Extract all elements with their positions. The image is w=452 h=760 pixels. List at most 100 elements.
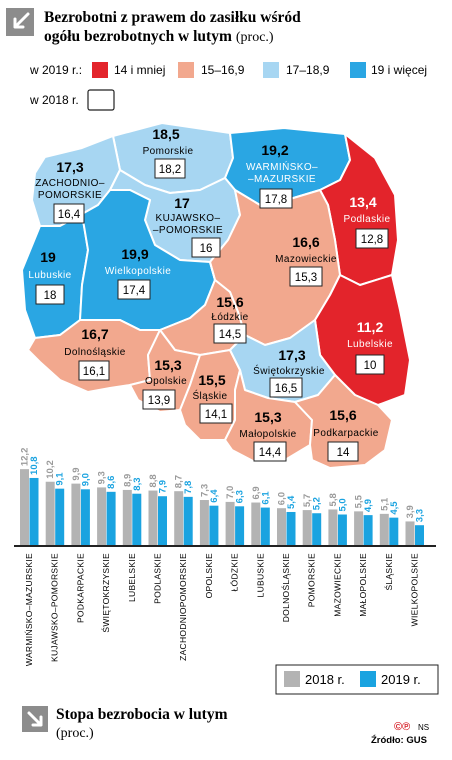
region-name: Dolnośląskie <box>64 347 126 358</box>
region-name: WARMIŃSKO– –MAZURSKIE <box>246 160 318 185</box>
bar-2019 <box>337 514 347 546</box>
legend-swatch-2 <box>178 62 194 78</box>
category-label: ŚWIĘTOKRZYSKIE <box>100 553 111 633</box>
value-2018: 16,4 <box>58 209 81 221</box>
bar-value-label: 5,8 <box>328 493 339 506</box>
category-label: ZACHODNIOPOMORSKIE <box>178 553 188 661</box>
value-2018: 13,9 <box>148 395 170 407</box>
bar-2019 <box>80 489 90 546</box>
map-title-line2: ogółu bezrobotnych w lutym (proc.) <box>44 28 274 45</box>
region-name: Małopolskie <box>239 429 296 440</box>
legend-swatch-3 <box>263 62 279 78</box>
legend-2019-label: w 2019 r.: <box>29 63 82 77</box>
region-label-lubelskie: 11,2 Lubelskie 10 <box>347 319 393 375</box>
bar-2019 <box>312 513 322 546</box>
chart-legend: 2018 r. 2019 r. <box>275 664 439 695</box>
value-2018: 12,8 <box>361 234 383 246</box>
name-line-2: –POMORSKIE <box>153 225 223 236</box>
category-label: MAZOWIECKIE <box>332 553 342 617</box>
region-name: Świętokrzyskie <box>253 364 325 377</box>
region-label-mazowieckie: 16,6 Mazowieckie 15,3 <box>275 234 336 287</box>
category-label: ŚLĄSKIE <box>383 553 394 591</box>
value-2018-box <box>253 441 287 462</box>
value-2018-box <box>117 279 151 300</box>
region-label-opolskie: 15,3 Opolskie 13,9 <box>142 357 187 410</box>
value-2019: 16,7 <box>81 326 108 342</box>
category-label: WARMIŃSKO–MAZURSKIE <box>24 553 34 666</box>
header: Bezrobotni z prawem do zasiłku wśród ogó… <box>6 8 301 45</box>
legend-item-4: 19 i więcej <box>371 63 427 77</box>
legend-item-2: 15–16,9 <box>201 63 245 77</box>
chart-legend-label-2018: 2018 r. <box>305 672 345 687</box>
bar-value-label: 3,9 <box>405 505 416 518</box>
region-label-malopolskie: 15,3 Małopolskie 14,4 <box>239 409 296 462</box>
bar-value-label: 9,3 <box>97 471 108 484</box>
map-labels: 18,5 Pomorskie 18,2 19,2 WARMIŃSKO– –MAZU… <box>28 126 393 462</box>
region-label-wielkopolskie: 19,9 Wielkopolskie 17,4 <box>105 246 171 300</box>
region-label-pomorskie: 18,5 Pomorskie 18,2 <box>143 126 193 179</box>
value-2018: 14,5 <box>219 329 241 341</box>
value-2019: 19,9 <box>121 246 148 262</box>
value-2019: 17,3 <box>56 159 83 175</box>
legend: w 2019 r.: 14 i mniej 15–16,9 17–18,9 19… <box>29 62 427 111</box>
value-2018: 10 <box>364 360 377 372</box>
region-label-swietokrzyskie: 17,3 Świętokrzyskie 16,5 <box>253 347 325 398</box>
value-2018-box <box>53 203 85 224</box>
bar-chart-category-ticks: WARMIŃSKO–MAZURSKIE KUJAWSKO–POMORSKIE POD… <box>24 553 420 666</box>
legend-2018-label: w 2018 r. <box>29 93 79 107</box>
bar-2018 <box>354 511 364 546</box>
value-2018: 16 <box>200 243 213 255</box>
value-2019: 15,6 <box>216 294 243 310</box>
legend-item-3: 17–18,9 <box>286 63 330 77</box>
bar-value-label: 5,5 <box>354 494 365 508</box>
copyright-mark: ©℗ <box>394 721 410 733</box>
value-2019: 16,6 <box>292 234 319 250</box>
bar-value-label: 6,4 <box>209 489 220 503</box>
bar-2018 <box>174 491 184 546</box>
value-2018-box <box>289 266 323 287</box>
region-label-podlaskie: 13,4 Podlaskie 12,8 <box>344 194 390 249</box>
value-2019: 11,2 <box>357 319 384 335</box>
bar-2018 <box>379 513 389 546</box>
region-name: Opolskie <box>145 376 187 387</box>
bar-2018 <box>199 500 209 546</box>
bar-2018 <box>277 508 286 546</box>
region-name: ZACHODNIO– POMORSKIE <box>35 178 105 201</box>
bar-value-label: 6,9 <box>251 486 262 499</box>
legend-2018-box <box>87 89 115 111</box>
value-2018: 16,5 <box>275 383 297 395</box>
region-name: Lubuskie <box>28 270 71 281</box>
bar-value-label: 7,8 <box>183 481 194 494</box>
chart-unit: (proc.) <box>56 726 94 741</box>
region-name: Łódzkie <box>211 312 248 323</box>
bar-2019 <box>106 491 116 546</box>
legend-swatch-4 <box>350 62 366 78</box>
value-2018: 17,4 <box>123 285 146 297</box>
bar-2019 <box>209 505 219 546</box>
bar-2019 <box>55 488 65 546</box>
value-2019: 17,3 <box>278 347 305 363</box>
category-label: KUJAWSKO–POMORSKIE <box>50 553 60 662</box>
value-2018-box <box>78 360 110 381</box>
value-2019: 15,6 <box>329 407 356 423</box>
value-2019: 15,5 <box>198 372 225 388</box>
bar-value-label: 8,9 <box>122 474 133 487</box>
bar-2018 <box>302 510 312 546</box>
bar-value-label: 7,0 <box>225 486 236 499</box>
bar-value-label: 5,7 <box>302 494 313 507</box>
bar-value-label: 7,3 <box>199 484 210 497</box>
region-label-lodzkie: 15,6 Łódzkie 14,5 <box>211 294 248 344</box>
bar-2019 <box>260 507 270 546</box>
source-note: Źródło: GUS <box>371 735 427 746</box>
bar-2019 <box>415 525 424 546</box>
value-2018-box <box>269 377 303 398</box>
bar-2018 <box>148 490 158 546</box>
category-label: POMORSKIE <box>307 553 317 607</box>
region-label-warminsko-mazurskie: 19,2 WARMIŃSKO– –MAZURSKIE 17,8 <box>246 142 318 209</box>
bar-value-label: 8,3 <box>132 477 143 490</box>
bar-value-label: 12,2 <box>20 448 31 467</box>
value-2019: 19,2 <box>261 142 288 158</box>
region-label-slaskie: 15,5 Śląskie 14,1 <box>192 372 233 424</box>
value-2018-box <box>35 284 65 305</box>
bar-value-label: 9,1 <box>55 472 66 486</box>
